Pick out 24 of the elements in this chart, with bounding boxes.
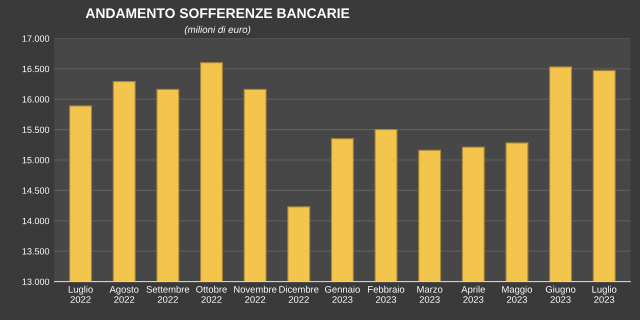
- x-tick-label: Luglio 2022: [68, 286, 93, 303]
- x-tick-label: Settembre 2022: [146, 286, 190, 303]
- y-tick-label: 14.500: [22, 187, 50, 194]
- x-tick-label: Gennaio 2023: [325, 286, 360, 303]
- x-tick-label: Agosto 2022: [110, 286, 139, 303]
- x-tick-label: Dicembre 2022: [279, 286, 319, 303]
- x-tick-label: Marzo 2023: [417, 286, 442, 303]
- y-tick-label: 13.500: [22, 248, 50, 255]
- x-tick-label: Maggio 2023: [502, 286, 532, 303]
- y-tick-label: 17.000: [22, 35, 50, 42]
- y-tick-label: 16.500: [22, 66, 50, 72]
- chart-title: ANDAMENTO SOFFERENZE BANCARIE: [86, 8, 350, 18]
- y-tick-label: 13.000: [22, 278, 50, 285]
- y-tick-label: 15.000: [22, 156, 50, 164]
- x-tick-label: Luglio 2023: [592, 286, 616, 303]
- y-tick-label: 14.000: [22, 218, 50, 224]
- x-tick-label: Novembre 2022: [234, 286, 276, 303]
- x-tick-label: Aprile 2023: [461, 286, 485, 303]
- y-tick-label: 15.500: [22, 126, 50, 133]
- x-tick-label: Ottobre 2022: [196, 286, 227, 303]
- x-tick-label: Febbraio 2023: [368, 286, 404, 303]
- chart-subtitle: (milioni di euro): [184, 26, 250, 35]
- x-tick-label: Giugno 2023: [546, 286, 576, 303]
- y-tick-label: 16.000: [22, 96, 50, 103]
